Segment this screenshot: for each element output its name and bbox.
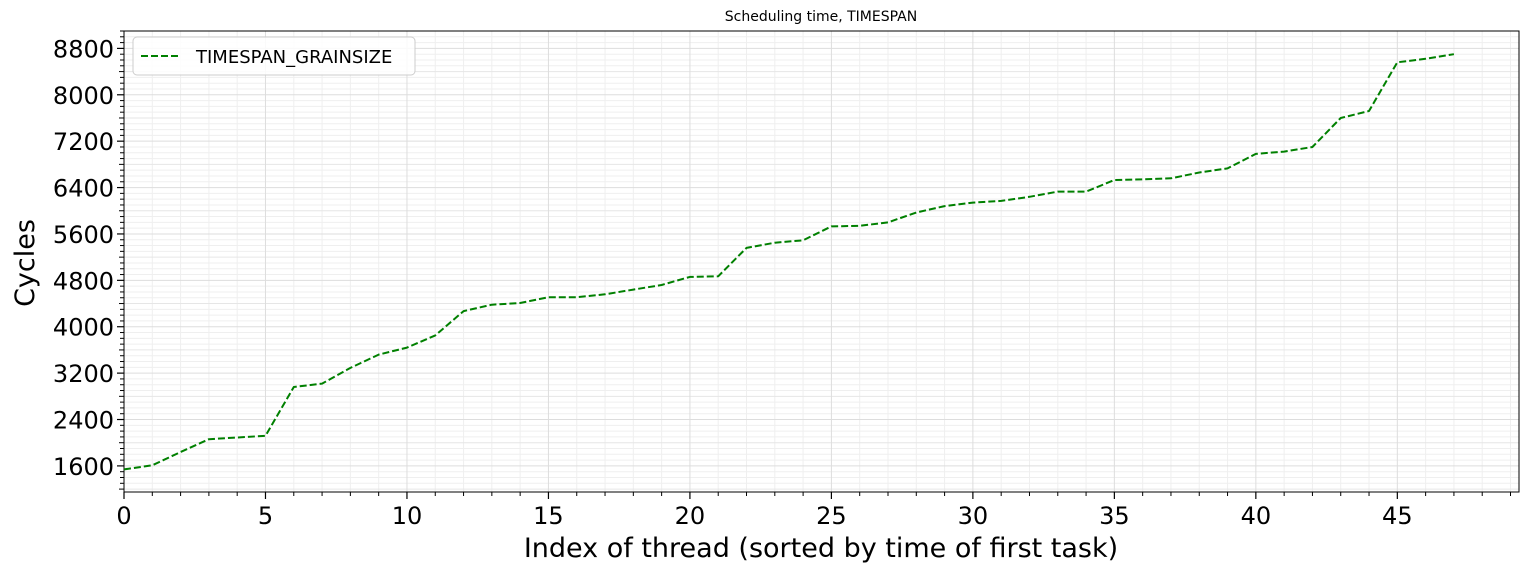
series-layer [123,53,1455,471]
series-line-timespan-grainsize [123,53,1455,471]
x-tick-label: 10 [392,502,423,530]
x-tick-label: 30 [958,502,989,530]
y-axis-ticks: 1600 2400 3200 4000 4800 5600 6400 7200 8000 8800 [53,30,124,490]
x-tick-label: 5 [258,502,273,530]
y-tick-label: 5600 [53,221,114,249]
x-tick-label: 35 [1099,502,1130,530]
y-tick-label: 4800 [53,267,114,295]
x-tick-label: 25 [816,502,847,530]
legend-label-timespan-grainsize: TIMESPAN_GRAINSIZE [195,47,392,68]
y-tick-label: 8000 [53,82,114,110]
plot-frame [123,30,1520,493]
legend: TIMESPAN_GRAINSIZE [132,36,416,76]
x-tick-label: 15 [533,502,564,530]
chart-title: Scheduling time, TIMESPAN [725,9,917,25]
x-tick-label: 40 [1241,502,1272,530]
y-tick-label: 3200 [53,360,114,388]
y-tick-label: 4000 [53,314,114,342]
minor-grid [124,30,1519,492]
y-tick-label: 6400 [53,175,114,203]
x-axis-label: Index of thread (sorted by time of first… [524,533,1118,564]
y-tick-label: 1600 [53,453,114,481]
y-tick-label: 7200 [53,128,114,156]
x-tick-label: 45 [1382,502,1413,530]
legend-box [132,36,416,76]
y-tick-label: 2400 [53,407,114,435]
x-tick-label: 0 [116,502,131,530]
major-grid [123,31,1519,492]
x-axis-ticks: 0 5 10 15 20 25 30 35 40 45 [116,492,1512,530]
y-tick-label: 8800 [53,35,114,63]
x-tick-label: 20 [675,502,706,530]
y-axis-label: Cycles [10,219,41,307]
